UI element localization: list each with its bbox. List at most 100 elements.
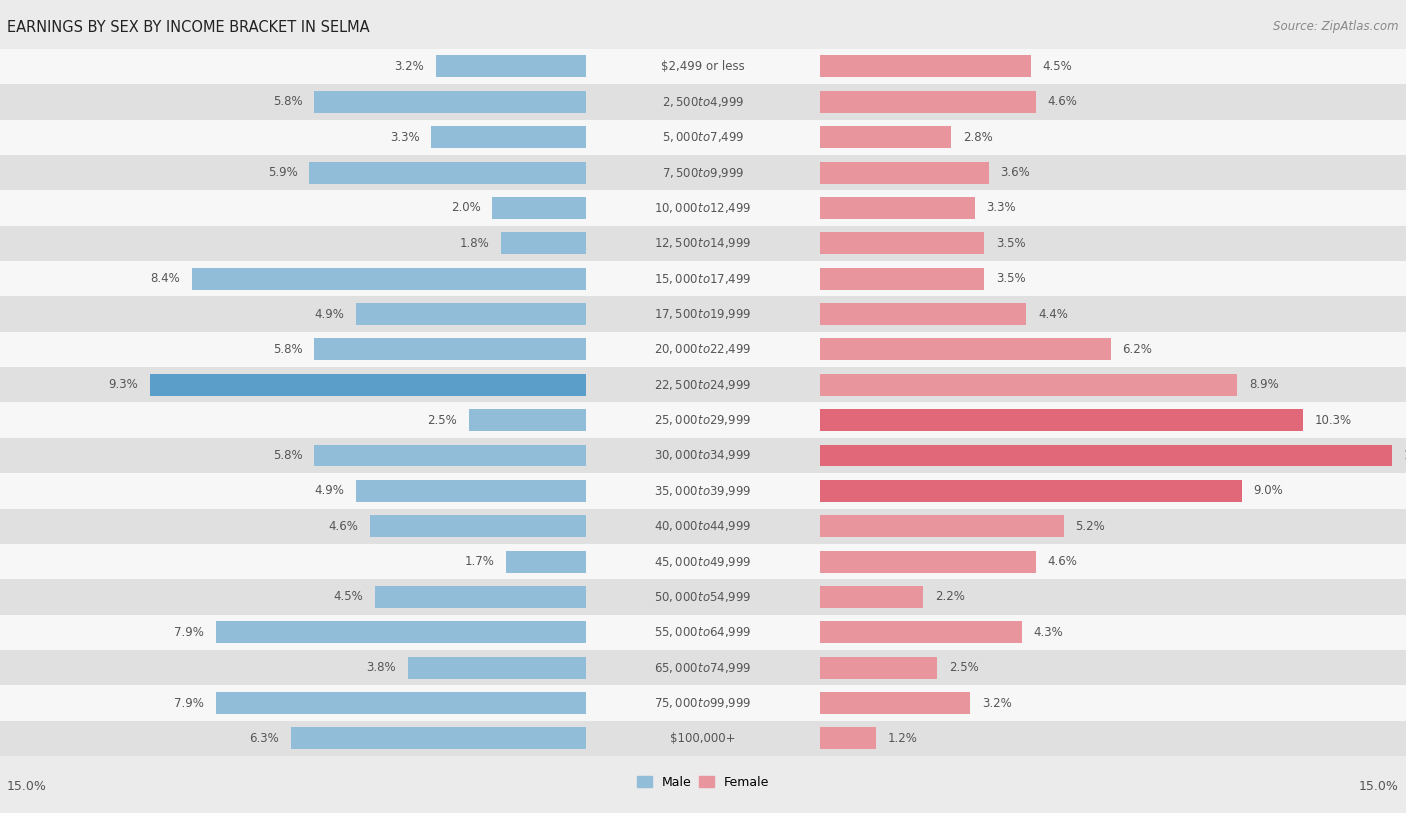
Bar xyxy=(502,233,586,254)
Text: 4.5%: 4.5% xyxy=(333,590,363,603)
Text: 5.2%: 5.2% xyxy=(1076,520,1105,533)
Text: 5.8%: 5.8% xyxy=(273,95,302,108)
Text: 3.2%: 3.2% xyxy=(981,697,1011,710)
Bar xyxy=(820,162,988,184)
Text: $10,000 to $12,499: $10,000 to $12,499 xyxy=(654,201,752,215)
Text: $22,500 to $24,999: $22,500 to $24,999 xyxy=(654,378,752,392)
Legend: Male, Female: Male, Female xyxy=(631,771,775,793)
Bar xyxy=(0,650,1406,685)
Bar xyxy=(0,544,1406,579)
Text: 3.5%: 3.5% xyxy=(995,237,1025,250)
Bar xyxy=(820,621,1022,643)
Bar xyxy=(0,473,1406,509)
Text: 3.6%: 3.6% xyxy=(1001,166,1031,179)
Bar xyxy=(193,267,586,289)
Bar xyxy=(0,190,1406,226)
Bar xyxy=(0,332,1406,367)
Text: $25,000 to $29,999: $25,000 to $29,999 xyxy=(654,413,752,427)
Bar xyxy=(0,720,1406,756)
Text: $20,000 to $22,499: $20,000 to $22,499 xyxy=(654,342,752,356)
Text: 3.5%: 3.5% xyxy=(995,272,1025,285)
Bar xyxy=(820,303,1026,325)
Bar xyxy=(0,437,1406,473)
Bar xyxy=(820,515,1064,537)
Text: $45,000 to $49,999: $45,000 to $49,999 xyxy=(654,554,752,568)
Text: 1.7%: 1.7% xyxy=(464,555,495,568)
Text: 4.5%: 4.5% xyxy=(1043,60,1073,73)
Bar xyxy=(0,579,1406,615)
Text: 15.0%: 15.0% xyxy=(7,780,46,793)
Bar xyxy=(0,120,1406,154)
Bar xyxy=(820,197,974,219)
Text: 2.5%: 2.5% xyxy=(427,414,457,427)
Bar xyxy=(0,155,1406,190)
Bar xyxy=(215,692,586,714)
Bar xyxy=(314,91,586,113)
Bar xyxy=(436,55,586,77)
Bar xyxy=(0,297,1406,332)
Text: 2.5%: 2.5% xyxy=(949,661,979,674)
Text: 9.3%: 9.3% xyxy=(108,378,138,391)
Text: 1.8%: 1.8% xyxy=(460,237,489,250)
Bar xyxy=(820,91,1036,113)
Text: $2,499 or less: $2,499 or less xyxy=(661,60,745,73)
Bar xyxy=(375,586,586,608)
Bar xyxy=(0,615,1406,650)
Text: $50,000 to $54,999: $50,000 to $54,999 xyxy=(654,590,752,604)
Text: $12,500 to $14,999: $12,500 to $14,999 xyxy=(654,237,752,250)
Bar xyxy=(356,303,586,325)
Bar xyxy=(820,480,1241,502)
Text: 2.0%: 2.0% xyxy=(451,202,481,215)
Bar xyxy=(314,338,586,360)
Bar xyxy=(314,445,586,467)
Bar xyxy=(820,409,1303,431)
Bar xyxy=(0,226,1406,261)
Bar xyxy=(291,728,586,750)
Text: Source: ZipAtlas.com: Source: ZipAtlas.com xyxy=(1274,20,1399,33)
Text: 3.8%: 3.8% xyxy=(367,661,396,674)
Bar xyxy=(820,55,1031,77)
Bar xyxy=(408,657,586,679)
Bar xyxy=(432,126,586,148)
Bar xyxy=(820,728,876,750)
Text: $40,000 to $44,999: $40,000 to $44,999 xyxy=(654,520,752,533)
Bar xyxy=(820,338,1111,360)
Text: $5,000 to $7,499: $5,000 to $7,499 xyxy=(662,130,744,144)
Text: 5.9%: 5.9% xyxy=(269,166,298,179)
Text: 8.9%: 8.9% xyxy=(1249,378,1278,391)
Text: 3.3%: 3.3% xyxy=(389,131,419,144)
Text: 10.3%: 10.3% xyxy=(1315,414,1351,427)
Text: 7.9%: 7.9% xyxy=(174,697,204,710)
Bar xyxy=(356,480,586,502)
Bar xyxy=(0,509,1406,544)
Text: $2,500 to $4,999: $2,500 to $4,999 xyxy=(662,95,744,109)
Bar xyxy=(468,409,586,431)
Bar xyxy=(215,621,586,643)
Text: $35,000 to $39,999: $35,000 to $39,999 xyxy=(654,484,752,498)
Bar xyxy=(0,402,1406,437)
Text: 1.2%: 1.2% xyxy=(889,732,918,745)
Text: 5.8%: 5.8% xyxy=(273,343,302,356)
Bar xyxy=(820,126,952,148)
Text: $7,500 to $9,999: $7,500 to $9,999 xyxy=(662,166,744,180)
Text: $15,000 to $17,499: $15,000 to $17,499 xyxy=(654,272,752,285)
Text: 4.6%: 4.6% xyxy=(1047,555,1077,568)
Text: 7.9%: 7.9% xyxy=(174,626,204,639)
Bar xyxy=(820,233,984,254)
Text: 6.3%: 6.3% xyxy=(249,732,278,745)
Bar xyxy=(370,515,586,537)
Text: 5.8%: 5.8% xyxy=(273,449,302,462)
Text: 4.3%: 4.3% xyxy=(1033,626,1063,639)
Text: $65,000 to $74,999: $65,000 to $74,999 xyxy=(654,661,752,675)
Bar xyxy=(0,84,1406,120)
Text: 2.8%: 2.8% xyxy=(963,131,993,144)
Text: 4.4%: 4.4% xyxy=(1038,307,1069,320)
Text: 3.3%: 3.3% xyxy=(987,202,1017,215)
Bar xyxy=(0,367,1406,402)
Bar xyxy=(492,197,586,219)
Text: 15.0%: 15.0% xyxy=(1360,780,1399,793)
Text: $75,000 to $99,999: $75,000 to $99,999 xyxy=(654,696,752,710)
Text: 4.9%: 4.9% xyxy=(315,485,344,498)
Text: 9.0%: 9.0% xyxy=(1254,485,1284,498)
Bar xyxy=(0,49,1406,84)
